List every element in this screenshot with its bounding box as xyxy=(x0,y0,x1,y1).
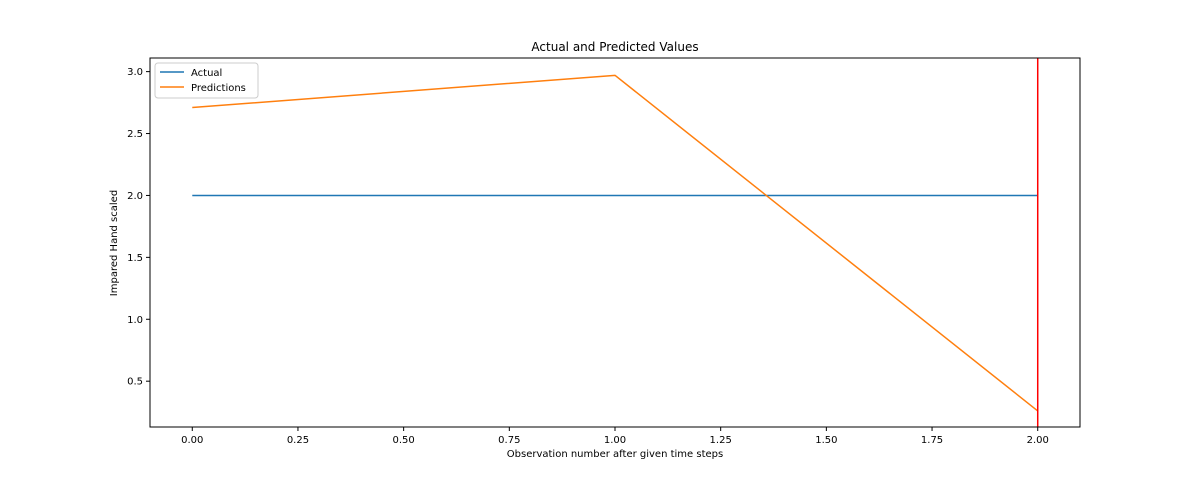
chart-title: Actual and Predicted Values xyxy=(531,40,698,54)
y-tick-label: 2.0 xyxy=(127,191,143,202)
x-tick-label: 2.00 xyxy=(1027,435,1049,446)
x-axis-ticks: 0.00 0.25 0.50 0.75 1.00 1.25 1.50 1.75 2.00 xyxy=(181,427,1049,446)
y-axis-ticks: 0.5 1.0 1.5 2.0 2.5 3.0 xyxy=(127,67,150,388)
y-tick-label: 1.0 xyxy=(127,315,143,326)
x-tick-label: 1.25 xyxy=(710,435,732,446)
x-tick-label: 1.50 xyxy=(815,435,837,446)
y-tick-label: 1.5 xyxy=(127,253,143,264)
x-tick-label: 1.00 xyxy=(604,435,626,446)
x-tick-label: 1.75 xyxy=(921,435,943,446)
y-tick-label: 3.0 xyxy=(127,67,143,78)
series-line-predictions xyxy=(192,74,1039,412)
y-tick-label: 2.5 xyxy=(127,129,143,140)
plot-area xyxy=(150,58,1080,427)
y-axis-title: Impared Hand scaled xyxy=(109,190,120,296)
y-tick-label: 0.5 xyxy=(127,377,143,388)
x-tick-label: 0.50 xyxy=(393,435,415,446)
x-tick-label: 0.00 xyxy=(181,435,203,446)
legend-label-actual: Actual xyxy=(191,68,222,79)
plot-frame xyxy=(149,57,1081,428)
series-layer xyxy=(192,58,1039,427)
legend-label-predictions: Predictions xyxy=(191,83,246,94)
x-axis-title: Observation number after given time step… xyxy=(507,449,723,460)
x-tick-label: 0.25 xyxy=(287,435,309,446)
legend: Actual Predictions xyxy=(154,62,259,99)
x-tick-label: 0.75 xyxy=(498,435,520,446)
